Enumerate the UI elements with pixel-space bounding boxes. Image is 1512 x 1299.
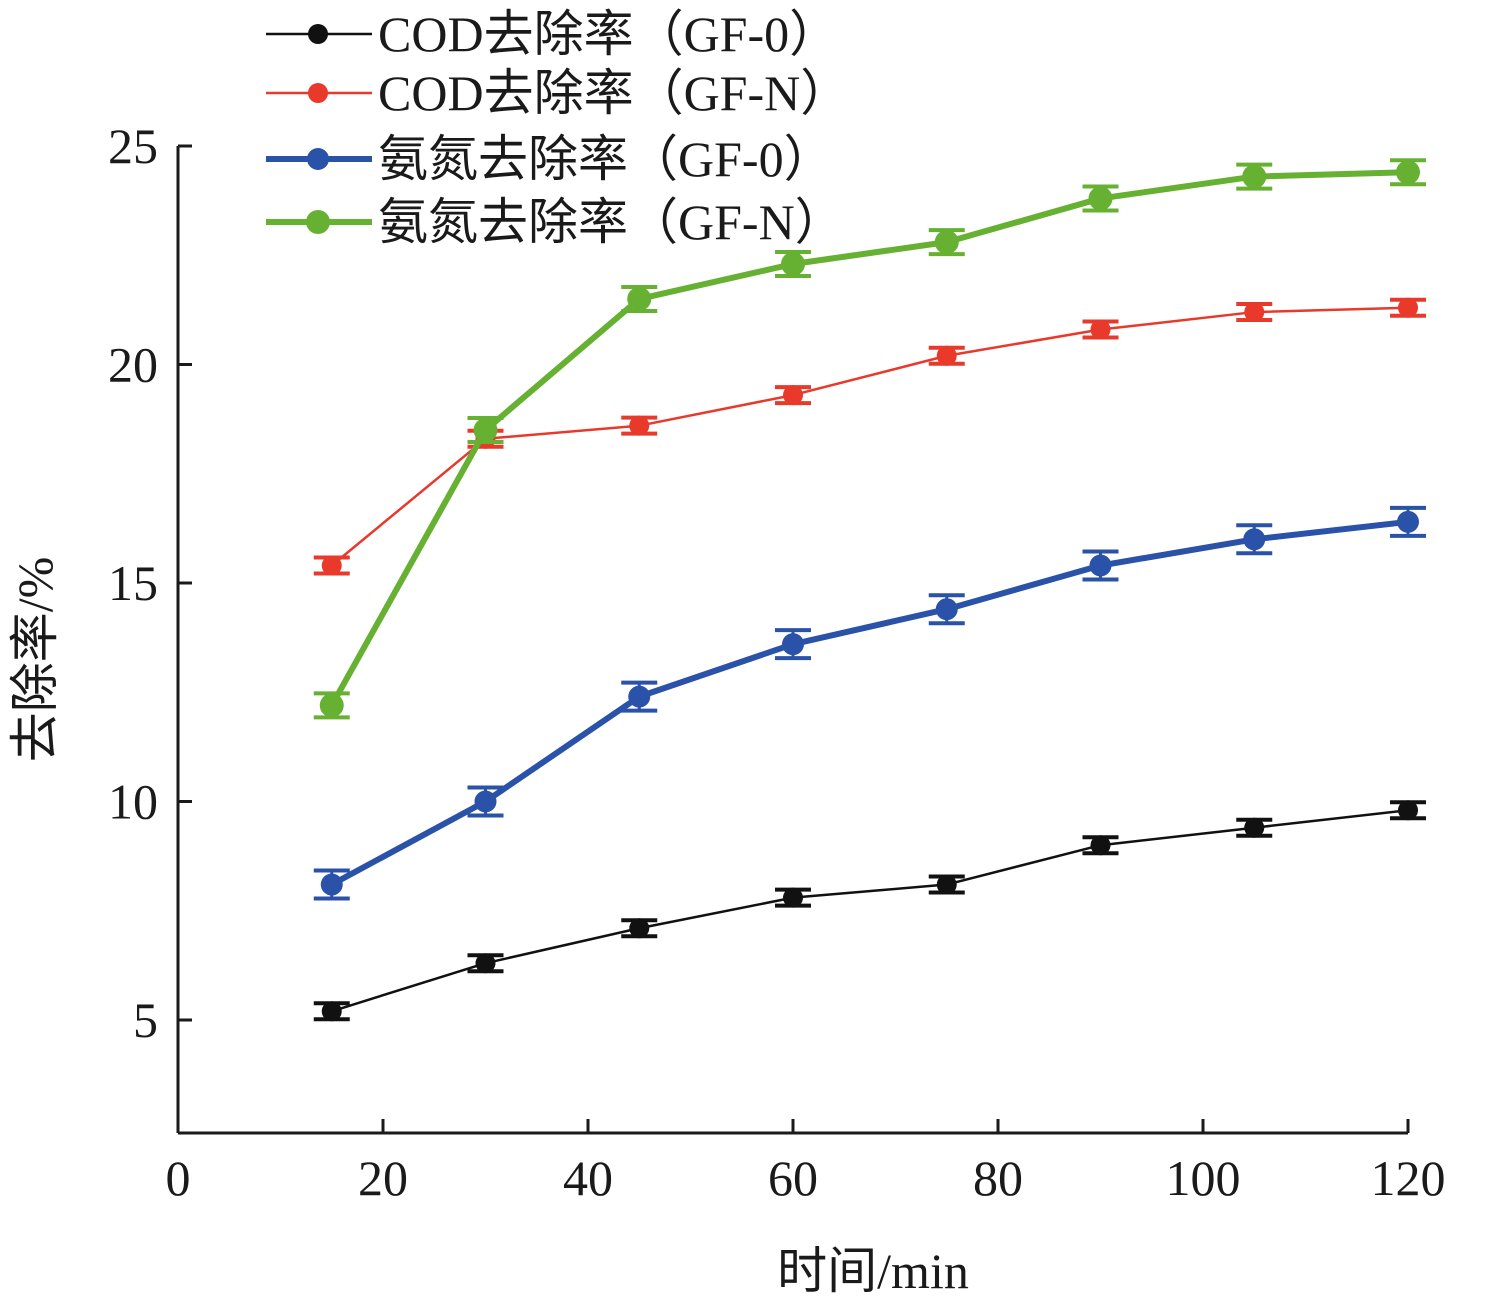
- x-ticks: 0 20 40 60 80 100 120: [166, 1119, 1446, 1206]
- series-line: [331, 808, 1409, 1013]
- data-point: [781, 251, 805, 276]
- data-point: [936, 874, 957, 895]
- legend-marker: [306, 210, 330, 234]
- legend-marker: [308, 24, 328, 44]
- y-ticks: 5 10 15 20 25: [108, 118, 192, 1048]
- data-point: [936, 345, 957, 366]
- legend-entry: COD去除率（GF-N）: [266, 65, 850, 121]
- data-point: [627, 286, 652, 311]
- series-3: [313, 505, 1426, 901]
- y-tick-label: 5: [133, 992, 158, 1048]
- x-tick-label: 80: [973, 1150, 1023, 1206]
- x-tick-label: 0: [166, 1150, 191, 1206]
- data-point: [1089, 554, 1112, 577]
- legend-label: COD去除率（GF-N）: [378, 65, 850, 121]
- legend-entry: 氨氮去除率（GF-N）: [266, 194, 845, 250]
- axes: 0 20 40 60 80 100 120 5 10 15 20 25: [108, 118, 1446, 1206]
- series-4: [313, 158, 1426, 720]
- y-tick-label: 25: [108, 118, 158, 174]
- series-line: [330, 518, 1409, 888]
- x-tick-label: 40: [563, 1150, 613, 1206]
- legend-entry: COD去除率（GF-0）: [266, 6, 839, 62]
- data-point: [1243, 528, 1266, 551]
- legend-entry: 氨氮去除率（GF-0）: [266, 131, 834, 187]
- x-tick-label: 60: [768, 1150, 818, 1206]
- data-point: [1398, 297, 1418, 318]
- data-point: [1090, 319, 1111, 340]
- series-line: [330, 306, 1409, 567]
- series-line: [329, 169, 1409, 707]
- data-point: [934, 230, 959, 255]
- series-layer: [313, 158, 1426, 1022]
- y-axis-title: 去除率/%: [7, 557, 63, 763]
- y-tick-label: 10: [108, 774, 158, 830]
- data-point: [1242, 164, 1267, 189]
- data-point: [319, 693, 344, 718]
- series-1: [313, 800, 1426, 1022]
- data-point: [1090, 835, 1111, 856]
- data-point: [1088, 186, 1113, 211]
- data-point: [783, 385, 803, 406]
- x-axis-title: 时间/min: [777, 1243, 969, 1299]
- data-point: [320, 873, 343, 896]
- y-tick-label: 20: [108, 337, 158, 393]
- data-point: [629, 918, 650, 939]
- x-tick-label: 100: [1166, 1150, 1241, 1206]
- data-point: [473, 418, 498, 443]
- data-point: [1398, 800, 1418, 821]
- x-tick-label: 120: [1371, 1150, 1446, 1206]
- data-point: [783, 887, 803, 908]
- y-tick-label: 15: [108, 555, 158, 611]
- legend-label: 氨氮去除率（GF-N）: [378, 194, 845, 250]
- data-point: [1244, 817, 1265, 838]
- legend-marker: [308, 83, 328, 103]
- legend-marker: [307, 148, 329, 170]
- x-tick-label: 20: [358, 1150, 408, 1206]
- data-point: [1244, 302, 1265, 323]
- data-point: [1397, 510, 1419, 533]
- data-point: [475, 953, 496, 974]
- data-point: [474, 790, 497, 813]
- legend-label: COD去除率（GF-0）: [378, 6, 839, 62]
- data-point: [628, 685, 651, 708]
- data-point: [782, 633, 804, 656]
- data-point: [935, 598, 958, 621]
- data-point: [321, 555, 342, 576]
- data-point: [1396, 160, 1420, 185]
- data-point: [321, 1001, 342, 1022]
- legend-label: 氨氮去除率（GF-0）: [378, 131, 834, 187]
- data-point: [629, 415, 650, 436]
- legend: COD去除率（GF-0）COD去除率（GF-N） 氨氮去除率（GF-0） 氨氮去除率…: [266, 6, 850, 250]
